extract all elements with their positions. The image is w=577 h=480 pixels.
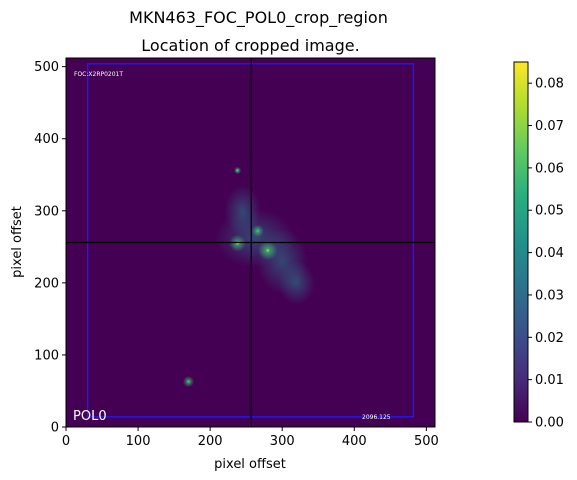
annotation-bottom-left: POL0 <box>73 409 107 424</box>
bright-source-core <box>236 169 239 172</box>
annotation-top-left: FOC:X2RP0201T <box>74 71 123 78</box>
y-tick-label: 100 <box>34 348 59 363</box>
bright-source-core <box>256 229 260 233</box>
x-tick-label: 400 <box>342 434 367 449</box>
x-tick-label: 500 <box>414 434 439 449</box>
colorbar-ticks: 0.00 0.01 0.02 0.03 0.04 0.05 0.06 0.07 0.08 <box>528 77 564 431</box>
colorbar-tick-label: 0.03 <box>535 288 564 303</box>
chart-subtitle: Location of cropped image. <box>141 36 360 55</box>
x-tick-label: 100 <box>126 434 151 449</box>
colorbar-tick-label: 0.07 <box>535 119 564 134</box>
plot-frame <box>65 57 436 428</box>
y-tick-label: 0 <box>51 421 59 436</box>
bright-source-core <box>187 380 190 383</box>
overlay-layer <box>66 58 435 427</box>
y-tick-label: 200 <box>34 276 59 291</box>
chart-title: MKN463_FOC_POL0_crop_region <box>129 8 388 27</box>
colorbar-tick-label: 0.06 <box>535 161 564 176</box>
annotation-bottom-right: 2096.125 <box>362 414 391 421</box>
y-axis-label: pixel offset <box>10 206 25 278</box>
crop-region-box <box>86 63 415 418</box>
colorbar-tick-label: 0.01 <box>535 373 564 388</box>
colorbar-tick-label: 0.02 <box>535 331 564 346</box>
y-tick-label: 400 <box>34 132 59 147</box>
y-axis-ticks: 0 100 200 300 400 500 <box>34 60 66 436</box>
bright-source-core <box>266 249 270 252</box>
colorbar-tick-label: 0.00 <box>535 416 564 431</box>
x-axis-label: pixel offset <box>214 457 286 472</box>
colorbar-tick-label: 0.05 <box>535 204 564 219</box>
y-tick-label: 300 <box>34 204 59 219</box>
colorbar-tick-label: 0.04 <box>535 246 564 261</box>
x-tick-label: 0 <box>62 434 70 449</box>
colorbar-tick-label: 0.08 <box>535 77 564 92</box>
y-tick-label: 500 <box>34 60 59 75</box>
x-axis-ticks: 0 100 200 300 400 500 <box>62 427 439 449</box>
x-tick-label: 200 <box>198 434 223 449</box>
colorbar <box>513 61 529 423</box>
nebula-region <box>278 261 315 305</box>
x-tick-label: 300 <box>270 434 295 449</box>
